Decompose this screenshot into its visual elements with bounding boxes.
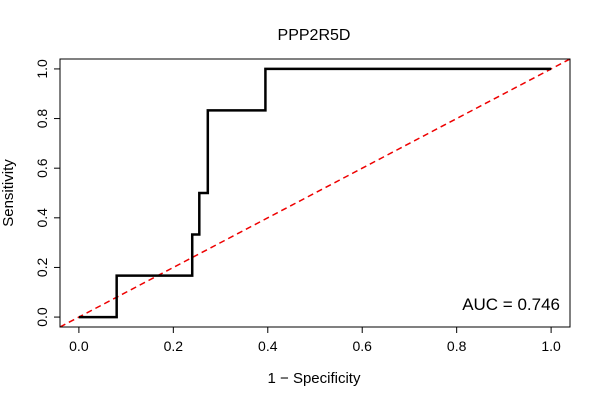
x-tick-label: 0.4 <box>258 338 278 354</box>
plot-frame <box>59 58 571 328</box>
reference-diagonal-line <box>59 58 571 328</box>
y-tick-label: 0.2 <box>34 258 50 278</box>
roc-curve-line <box>78 67 552 319</box>
y-tick-label: 1.0 <box>34 59 50 79</box>
y-axis-label: Sensitivity <box>0 159 17 227</box>
y-tick-label: 0.4 <box>34 208 50 228</box>
y-tick-label: 0.8 <box>34 109 50 129</box>
x-tick-label: 0.2 <box>164 338 184 354</box>
x-tick-label: 0.8 <box>447 338 467 354</box>
x-tick-label: 0.6 <box>352 338 372 354</box>
auc-annotation: AUC = 0.746 <box>462 295 560 314</box>
x-tick-label: 0.0 <box>69 338 89 354</box>
y-tick-label: 0.6 <box>34 158 50 178</box>
y-tick-label: 0.0 <box>34 307 50 327</box>
chart-title: PPP2R5D <box>278 27 351 44</box>
x-axis-label: 1 − Specificity <box>268 370 361 387</box>
x-tick-label: 1.0 <box>541 338 561 354</box>
